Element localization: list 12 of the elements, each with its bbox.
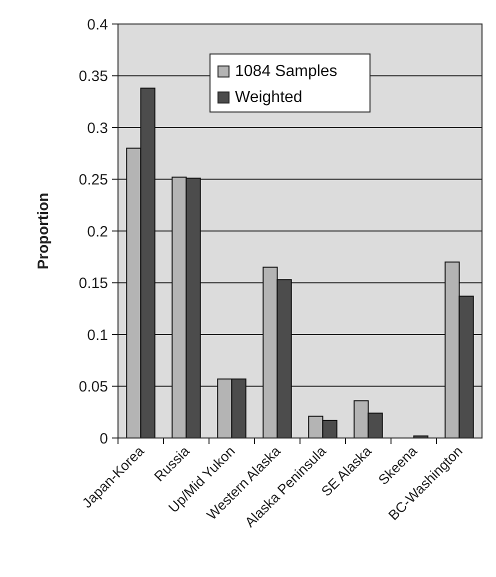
y-tick-label: 0.3: [87, 120, 108, 137]
legend-label: Weighted: [235, 89, 302, 106]
y-axis-title: Proportion: [35, 192, 52, 270]
y-tick-label: 0.05: [78, 378, 108, 396]
y-tick-label: 0.25: [78, 172, 108, 188]
y-tick-label: 0.15: [78, 275, 108, 292]
y-tick-label: 0.4: [87, 16, 108, 34]
y-tick-label: 0.1: [87, 326, 108, 344]
y-tick-label: 0: [100, 430, 108, 448]
y-tick-label: 0.35: [78, 68, 108, 85]
y-tick-label: 0.2: [87, 223, 108, 240]
legend-label: 1084 Samples: [235, 63, 338, 80]
